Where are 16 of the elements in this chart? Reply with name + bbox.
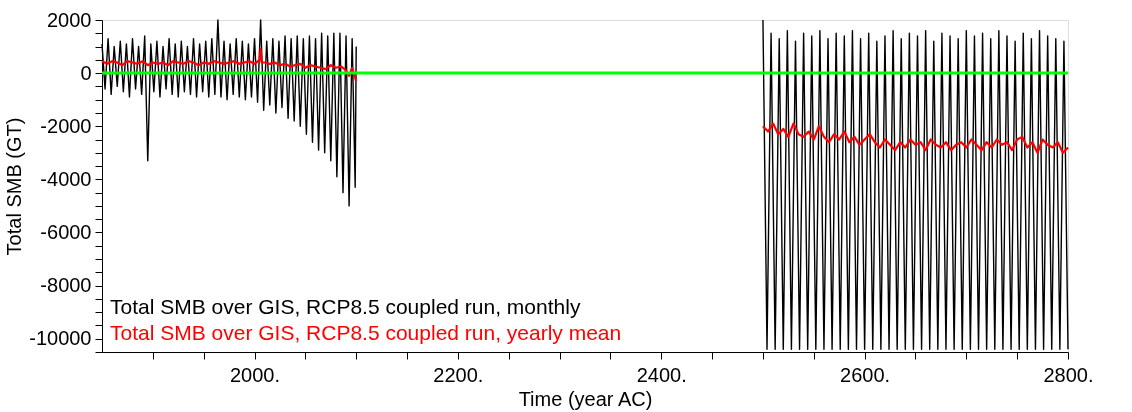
y-tick-label: -8000 <box>40 274 92 297</box>
y-tick-label: 2000 <box>47 8 92 31</box>
y-tick-label: -10000 <box>29 327 92 350</box>
y-tick-label: -2000 <box>40 114 92 137</box>
text: Total SMB over GIS, RCP8.5 coupled run, yearly mean <box>110 321 622 344</box>
y-tick-label: -6000 <box>40 220 92 243</box>
x-tick-label: 2800. <box>1043 363 1094 386</box>
text: Total SMB over GIS, RCP8.5 coupled run, monthly <box>110 295 581 318</box>
y-axis-title: Total SMB (GT) <box>3 117 26 256</box>
x-axis-title: Time (year AC) <box>518 387 653 410</box>
y-tick-label: -4000 <box>40 167 92 190</box>
x-tick-label: 2200. <box>433 363 484 386</box>
x-tick-label: 2000. <box>230 363 281 386</box>
x-tick-label: 2600. <box>840 363 891 386</box>
x-tick-label: 2400. <box>636 363 687 386</box>
y-tick-label: 0 <box>80 61 92 84</box>
